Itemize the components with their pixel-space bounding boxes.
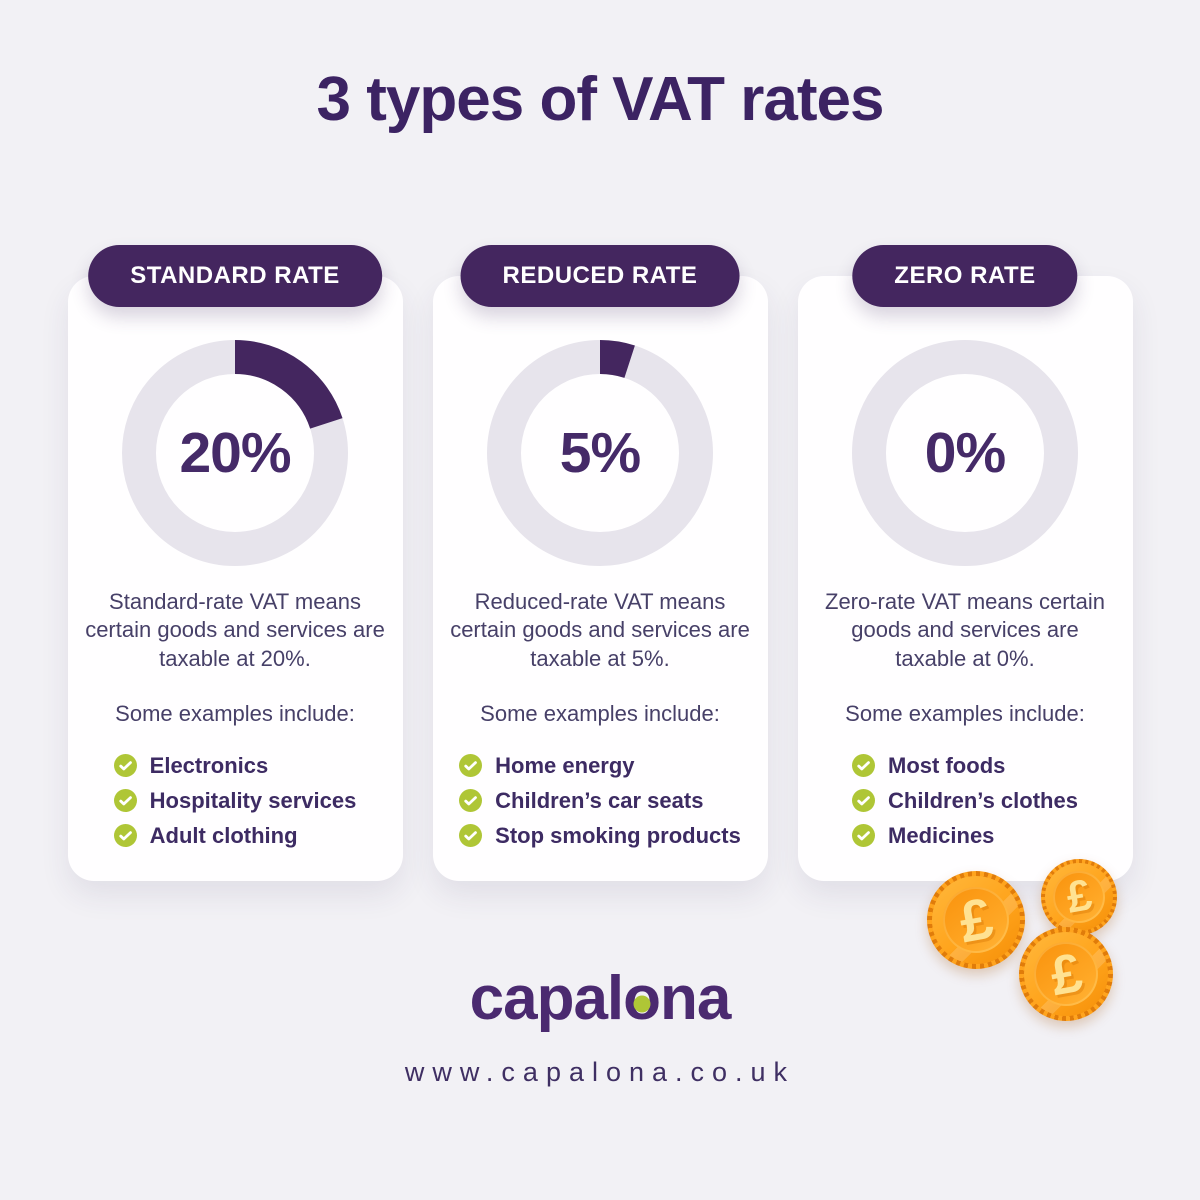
donut-svg (487, 340, 713, 567)
check-icon (459, 824, 483, 848)
example-item: Most foods (852, 753, 1078, 779)
examples-list: Most foods Children’s clothes Medicines (852, 753, 1078, 849)
example-label: Hospitality services (149, 787, 357, 813)
example-label: Stop smoking products (495, 822, 741, 848)
vat-cards-row: STANDARD RATE 20% Standard-rate VAT mean… (0, 245, 1200, 882)
example-item: Adult clothing (113, 822, 357, 849)
example-item: Children’s car seats (459, 788, 741, 814)
example-item: Home energy (459, 753, 741, 779)
example-item: Medicines (852, 823, 1078, 849)
donut-svg (852, 340, 1078, 567)
check-icon (459, 789, 483, 813)
example-label: Most foods (888, 752, 1006, 778)
card-description: Reduced-rate VAT means certain goods and… (450, 589, 750, 671)
examples-heading: Some examples include: (480, 700, 720, 726)
capalona-logo: capalona (0, 965, 1200, 1033)
example-label: Adult clothing (149, 822, 298, 848)
pound-symbol: £ (1045, 940, 1087, 1008)
percent-label: 20% (179, 421, 291, 486)
example-label: Children’s clothes (888, 787, 1078, 813)
card-zero-rate: ZERO RATE 0% Zero-rate VAT means certain… (797, 245, 1133, 882)
check-icon (852, 824, 876, 848)
check-icon (459, 754, 483, 778)
examples-heading: Some examples include: (115, 700, 355, 726)
check-icon (113, 754, 137, 778)
standard-rate-badge: STANDARD RATE (88, 245, 382, 308)
check-icon (113, 789, 137, 813)
donut-arc (487, 340, 713, 567)
percent-label: 5% (559, 421, 641, 486)
card-reduced-rate: REDUCED RATE 5% Reduced-rate VAT means c… (432, 245, 768, 882)
donut-svg (122, 340, 348, 567)
example-item: Hospitality services (113, 787, 357, 814)
examples-heading: Some examples include: (845, 700, 1085, 726)
card-description: Standard-rate VAT means certain goods an… (85, 589, 385, 671)
logo-green-dot-icon (633, 995, 651, 1013)
coin-inner: £ (1053, 870, 1105, 923)
example-label: Children’s car seats (495, 787, 704, 813)
example-item: Children’s clothes (852, 788, 1078, 814)
coin-inner: £ (1034, 940, 1098, 1008)
examples-list: Home energy Children’s car seats Stop sm… (459, 753, 741, 849)
logo-letter-o: o (623, 965, 661, 1033)
coins-illustration: £ £ £ (923, 851, 1138, 1039)
logo-text-pre: capal (469, 964, 625, 1034)
pound-coin: £ (1019, 927, 1113, 1021)
page-title: 3 types of VAT rates (316, 65, 885, 134)
pound-coin: £ (1041, 859, 1117, 935)
card-standard-rate: STANDARD RATE 20% Standard-rate VAT mean… (67, 245, 403, 882)
pound-coin: £ (927, 871, 1025, 969)
check-icon (852, 754, 876, 778)
donut-arc (122, 340, 348, 567)
example-label: Electronics (149, 752, 269, 778)
example-item: Stop smoking products (459, 823, 741, 849)
donut-chart-standard: 20% (122, 340, 348, 567)
example-label: Medicines (888, 822, 995, 848)
donut-track (852, 340, 1078, 567)
check-icon (852, 789, 876, 813)
zero-rate-badge: ZERO RATE (852, 245, 1078, 308)
logo-text-post: na (660, 964, 731, 1034)
website-url: www.capalona.co.uk (404, 1057, 796, 1088)
donut-chart-reduced: 5% (487, 340, 713, 567)
example-label: Home energy (495, 752, 635, 778)
reduced-rate-badge: REDUCED RATE (460, 245, 740, 308)
coin-inner: £ (942, 885, 1010, 955)
pound-symbol: £ (1062, 870, 1096, 923)
pound-symbol: £ (954, 885, 998, 955)
percent-label: 0% (924, 421, 1006, 486)
donut-chart-zero: 0% (852, 340, 1078, 567)
card-description: Zero-rate VAT means certain goods and se… (825, 589, 1105, 671)
examples-list: Electronics Hospitality services Adult c… (113, 752, 357, 849)
example-item: Electronics (113, 752, 357, 779)
check-icon (113, 824, 137, 848)
